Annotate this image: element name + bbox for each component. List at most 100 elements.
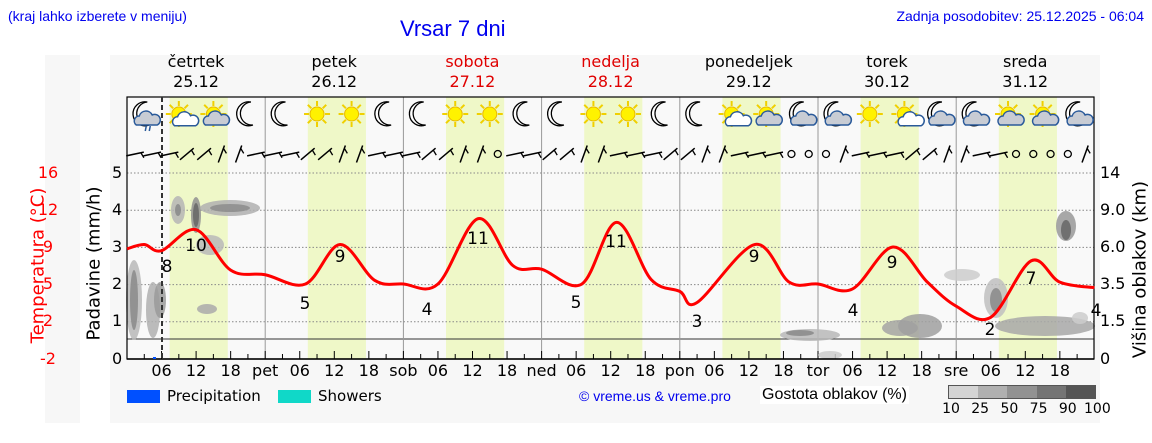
x-tick: tor [806, 361, 830, 380]
precipitation-swatch [127, 390, 160, 403]
cloud-height-tick: 0 [1100, 349, 1111, 368]
x-tick: 18 [635, 361, 656, 380]
sun-cloud-icon [995, 101, 1025, 127]
x-tick: 06 [980, 361, 1001, 380]
day-date: 25.12 [173, 72, 219, 91]
sun-cloud-icon [1029, 101, 1060, 127]
sun-small-cloud-icon [165, 101, 200, 127]
moon-cloud-rain-icon [132, 101, 162, 132]
precip-tick: 2 [112, 274, 123, 293]
temp-annotation: 4 [848, 301, 859, 321]
precipitation-legend-label: Precipitation [167, 387, 261, 405]
temp-annotation: 10 [185, 236, 207, 256]
temp-annotation: 5 [571, 293, 582, 313]
x-tick: pet [252, 361, 279, 380]
precip-tick: 4 [112, 200, 123, 219]
temp-tick: 2 [42, 311, 54, 330]
cloud-height-tick: 3.5 [1100, 274, 1126, 293]
x-tick: 12 [738, 361, 760, 380]
moon-cloud-icon [927, 101, 956, 127]
x-tick: sob [389, 361, 418, 380]
showers-legend-label: Showers [318, 387, 382, 405]
temp-tick: 5 [42, 274, 54, 293]
x-tick: 12 [876, 361, 898, 380]
copyright-link[interactable]: © vreme.us & vreme.pro [579, 388, 731, 404]
cloud-height-tick: 9.0 [1100, 200, 1126, 219]
sun-icon [856, 101, 883, 127]
temp-annotation: 4 [422, 300, 433, 320]
temp-tick: 16 [37, 163, 59, 182]
x-tick: 12 [462, 361, 483, 380]
moon-cloud-icon [1065, 101, 1094, 127]
day-header-5: torek 30.12 [818, 52, 956, 92]
day-header-4: ponedeljek 29.12 [680, 52, 818, 92]
moon-cloud-icon [788, 101, 818, 127]
day-name: nedelja [581, 52, 640, 71]
x-tick: sre [943, 361, 969, 380]
temp-axis-panel [45, 55, 80, 423]
x-tick: 06 [842, 361, 863, 380]
moon-icon [236, 101, 254, 127]
x-tick: 06 [704, 361, 725, 380]
moon-icon [547, 101, 565, 127]
temp-annotation: 2 [985, 320, 996, 340]
day-header-2: sobota 27.12 [403, 52, 541, 92]
density-tick: 75 [1029, 401, 1048, 417]
day-name: petek [311, 52, 357, 71]
cloud-density-label: Gostota oblakov (%) [760, 386, 909, 404]
temp-annotation: 4 [1091, 301, 1102, 321]
moon-icon [270, 101, 288, 127]
x-tick: 06 [565, 361, 587, 380]
x-tick: pon [664, 361, 695, 380]
day-date: 29.12 [725, 72, 772, 91]
x-tick: 18 [358, 361, 380, 380]
sun-icon [614, 101, 641, 127]
temp-annotation: 9 [887, 253, 898, 273]
x-tick: 18 [496, 361, 518, 380]
day-name: sreda [1003, 52, 1048, 71]
x-tick: 06 [289, 361, 310, 380]
day-date: 30.12 [864, 72, 910, 91]
day-date: 27.12 [449, 72, 496, 91]
region-hint-link[interactable]: (kraj lahko izberete v meniju) [8, 8, 187, 24]
x-tick: 18 [1049, 361, 1071, 380]
day-date: 31.12 [1002, 72, 1049, 91]
x-tick: 18 [220, 361, 241, 380]
x-tick: 18 [773, 361, 794, 380]
x-tick: 18 [911, 361, 932, 380]
day-name: ponedeljek [704, 52, 793, 71]
sun-icon [338, 101, 365, 127]
temp-annotation: 9 [335, 247, 346, 267]
temp-annotation: 9 [749, 247, 760, 267]
temp-annotation: 3 [692, 312, 703, 332]
density-tick: 25 [971, 401, 990, 417]
moon-cloud-icon [961, 101, 991, 127]
cloud-height-tick: 6.0 [1100, 237, 1126, 256]
moon-cloud-icon [823, 101, 853, 127]
temp-annotation: 8 [162, 257, 173, 277]
x-tick: 06 [151, 361, 172, 380]
temp-annotation: 11 [467, 229, 489, 249]
temp-tick: 9 [42, 237, 54, 256]
moon-icon [408, 101, 426, 127]
day-header-6: sreda 31.12 [956, 52, 1094, 92]
day-header-3: nedelja 28.12 [542, 52, 680, 92]
sun-cloud-icon [753, 101, 784, 127]
sun-cloud-icon [200, 101, 231, 127]
page-title: Vrsar 7 dni [400, 16, 506, 41]
sun-icon [304, 101, 331, 127]
sun-icon [580, 101, 607, 127]
x-tick: 12 [185, 361, 207, 380]
moon-icon [685, 101, 703, 127]
day-name: sobota [445, 52, 500, 71]
x-tick: 06 [427, 361, 449, 380]
x-tick: ned [526, 361, 557, 380]
moon-icon [374, 101, 392, 127]
temp-annotation: 7 [1026, 269, 1037, 289]
temperature-line [126, 217, 1095, 322]
moon-icon [650, 101, 668, 127]
precip-tick: 0 [112, 349, 123, 368]
sun-icon [476, 101, 503, 127]
sun-small-cloud-icon [891, 101, 925, 127]
